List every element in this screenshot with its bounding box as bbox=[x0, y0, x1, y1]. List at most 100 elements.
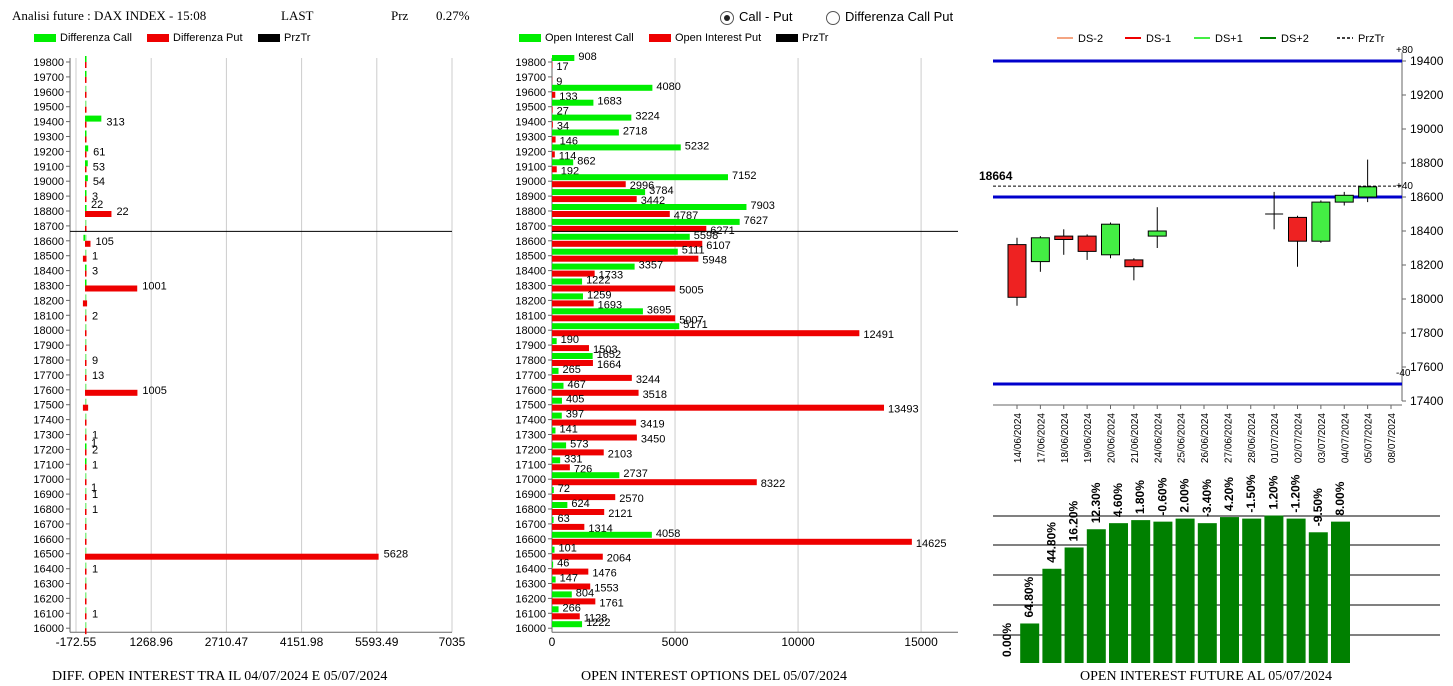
future-oi-bar bbox=[1197, 523, 1217, 663]
oi-put-label: 1553 bbox=[594, 583, 618, 595]
radio-unselected-icon bbox=[826, 10, 840, 25]
future-oi-chart: 0.00%64.80%44.80%16.20% 12.30% 4.60% 1.80% -… bbox=[993, 474, 1440, 663]
oi-call-label: 331 bbox=[564, 453, 582, 465]
diff-put-bar bbox=[85, 404, 89, 411]
oi-call-bar bbox=[552, 427, 556, 434]
oi-put-bar bbox=[552, 449, 604, 456]
legend-swatch bbox=[776, 34, 798, 43]
y-tick-label: 17200 bbox=[33, 444, 64, 456]
candle-body bbox=[1358, 186, 1378, 198]
y-tick-label: 18900 bbox=[33, 191, 64, 203]
future-oi-bar bbox=[1086, 529, 1106, 663]
future-oi-bar bbox=[1064, 547, 1084, 663]
diff-value-label: 1 bbox=[92, 608, 98, 620]
oi-put-bar bbox=[552, 240, 703, 247]
oi-call-label: 5598 bbox=[694, 230, 718, 242]
oi-call-bar bbox=[552, 293, 583, 300]
future-oi-label: 1.20% bbox=[1266, 475, 1280, 509]
x-tick-label: 18/06/2024 bbox=[1060, 413, 1071, 463]
diff-call-bar bbox=[85, 547, 87, 554]
candle-body bbox=[1007, 244, 1027, 298]
y-tick-label: 17500 bbox=[33, 400, 64, 412]
oi-call-bar bbox=[552, 248, 678, 255]
diff-call-bar bbox=[85, 56, 87, 62]
y-tick-label: 18800 bbox=[33, 206, 64, 218]
diff-call-bar bbox=[85, 115, 102, 122]
oi-put-label: 3450 bbox=[641, 434, 665, 446]
oi-put-label: 3244 bbox=[636, 374, 660, 386]
future-oi-bar bbox=[1331, 521, 1350, 663]
diff-oi-chart: -172.55 1268.96 2710.47 4151.98 5593.49 7035 1… bbox=[33, 56, 466, 649]
oi-put-bar bbox=[552, 404, 885, 411]
oi-call-bar bbox=[552, 457, 561, 464]
diff-put-bar bbox=[85, 553, 379, 560]
oi-call-bar bbox=[552, 442, 567, 449]
oi-put-label: 8322 bbox=[761, 478, 785, 490]
radio-diff-call-put[interactable]: Differenza Call Put bbox=[826, 9, 953, 25]
level-label: +40 bbox=[1396, 181, 1413, 192]
candle-body bbox=[1124, 259, 1144, 268]
y-tick-label: 19400 bbox=[1410, 54, 1444, 68]
diff-put-bar bbox=[85, 285, 138, 292]
oi-call-bar bbox=[552, 308, 643, 315]
diff-put-bar bbox=[85, 479, 87, 486]
oi-put-label: 1761 bbox=[599, 597, 623, 609]
oi-put-label: 2570 bbox=[619, 493, 643, 505]
legend-swatch bbox=[649, 34, 671, 43]
y-tick-label: 18400 bbox=[515, 266, 546, 278]
y-tick-label: 16200 bbox=[515, 593, 546, 605]
legend-przTr-1: PrzTr bbox=[258, 32, 310, 44]
y-tick-label: 16400 bbox=[515, 564, 546, 576]
oi-call-bar bbox=[552, 382, 564, 389]
diff-call-bar bbox=[85, 234, 87, 241]
y-tick-label: 19000 bbox=[33, 176, 64, 188]
diff-value-label: 105 bbox=[95, 236, 113, 248]
footer-diff-oi: DIFF. OPEN INTEREST TRA IL 04/07/2024 E … bbox=[52, 669, 388, 684]
y-tick-label: 16400 bbox=[33, 564, 64, 576]
oi-put-bar bbox=[552, 315, 676, 322]
x-tick-label: 05/07/2024 bbox=[1364, 413, 1375, 463]
y-tick-label: 18400 bbox=[33, 266, 64, 278]
diff-value-label: 22 bbox=[91, 199, 103, 211]
legend-label: Differenza Call bbox=[60, 32, 132, 44]
diff-put-bar bbox=[85, 360, 87, 366]
future-oi-bar bbox=[1109, 523, 1128, 663]
price-label: 18664 bbox=[979, 169, 1013, 183]
oi-put-bar bbox=[552, 553, 603, 560]
diff-put-bar bbox=[85, 419, 87, 426]
oi-put-label: 2064 bbox=[607, 553, 631, 565]
oi-put-bar bbox=[552, 374, 632, 381]
y-tick-label: 18200 bbox=[515, 295, 546, 307]
x-tick-label: 17/06/2024 bbox=[1036, 413, 1047, 463]
future-oi-label: 64.80% bbox=[1022, 576, 1036, 617]
oi-call-label: 1652 bbox=[597, 349, 621, 361]
diff-put-bar bbox=[85, 509, 87, 515]
diff-value-label: 53 bbox=[93, 161, 105, 173]
y-tick-label: 17300 bbox=[33, 430, 64, 442]
x-tick-label: 10000 bbox=[781, 635, 815, 649]
oi-call-bar bbox=[552, 561, 554, 568]
oi-put-label: 1733 bbox=[599, 270, 623, 282]
oi-put-label: 1128 bbox=[584, 612, 608, 624]
y-tick-label: 19100 bbox=[515, 161, 546, 173]
y-tick-label: 16000 bbox=[515, 623, 546, 635]
future-oi-bar bbox=[1175, 518, 1195, 663]
y-tick-label: 18800 bbox=[515, 206, 546, 218]
y-tick-label: 16700 bbox=[33, 519, 64, 531]
diff-call-bar bbox=[85, 145, 89, 152]
diff-put-neg-bar bbox=[82, 255, 86, 262]
oi-call-bar bbox=[552, 621, 583, 628]
y-tick-label: 19200 bbox=[515, 146, 546, 158]
oi-call-label: 141 bbox=[559, 424, 577, 436]
oi-call-bar bbox=[552, 531, 652, 538]
oi-call-bar bbox=[552, 516, 554, 523]
legend-label: DS-1 bbox=[1146, 33, 1171, 45]
x-tick-label: 7035 bbox=[439, 635, 466, 649]
oi-put-label: 1476 bbox=[592, 568, 616, 580]
diff-put-bar bbox=[85, 494, 87, 501]
diff-value-label: 3 bbox=[92, 191, 98, 203]
diff-put-bar bbox=[85, 255, 87, 262]
x-tick-label: 5593.49 bbox=[355, 635, 399, 649]
radio-diff-label: Differenza Call Put bbox=[845, 9, 954, 24]
radio-call-put[interactable]: Call - Put bbox=[720, 9, 792, 25]
